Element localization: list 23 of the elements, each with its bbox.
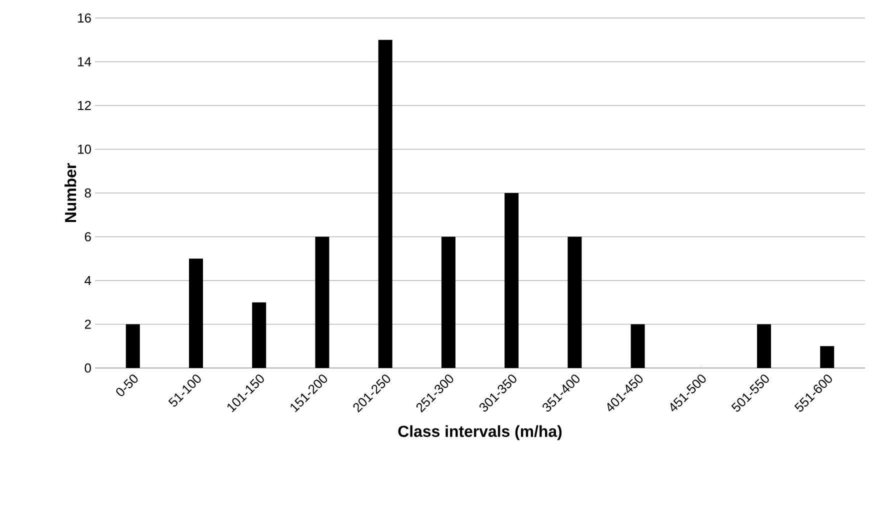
bar [188,258,203,368]
y-tick-label: 14 [78,57,92,66]
bar [252,302,266,368]
bar [820,346,834,368]
bar [630,324,645,368]
x-tick-label: 0-50 [116,374,138,396]
y-tick-label: 8 [84,188,91,198]
bar [441,236,456,368]
y-tick-label: 12 [78,100,91,110]
bar [315,236,330,368]
bar [378,40,392,368]
bar [504,192,519,368]
y-axis-title: Number [64,163,76,222]
y-tick-label: 4 [84,276,92,285]
y-tick-label: 16 [78,13,91,23]
bar [757,324,772,368]
bar [568,236,582,368]
x-axis-title: Class intervals (m/ha) [398,425,562,440]
y-tick-label: 6 [84,232,91,242]
y-tick-label: 0 [84,363,91,373]
bar [126,324,140,368]
y-tick-label: 10 [78,144,91,154]
y-tick-label: 2 [84,320,91,329]
